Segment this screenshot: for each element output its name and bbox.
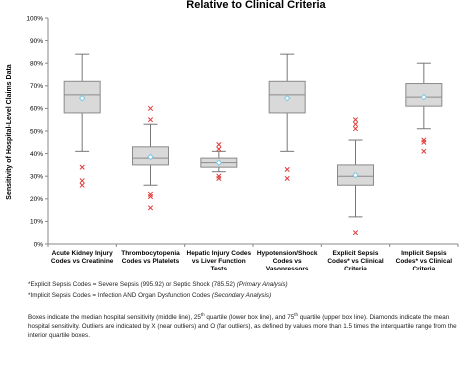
x-category-label: Explicit Sepsis Codes* vs Clinical Criteri… (327, 250, 384, 270)
box-description-note: Boxes indicate the median hospital sensi… (28, 310, 468, 340)
outlier-stroke (284, 166, 290, 172)
outlier-stroke (79, 164, 85, 170)
outlier-stroke (421, 148, 427, 154)
y-tick-label: 20% (30, 196, 43, 203)
outlier-marker (352, 117, 359, 123)
x-category-label-line: Acute Kidney Injury (52, 250, 113, 257)
outlier-stroke (284, 175, 290, 182)
desc-part-1: Boxes indicate the median hospital sensi… (28, 314, 201, 322)
outlier-stroke (352, 230, 359, 236)
implicit-sepsis-note: *Implicit Sepsis Codes = Infection AND O… (28, 291, 468, 300)
mean-diamond (283, 94, 291, 102)
x-category-label-line: Criteria (412, 266, 435, 270)
x-category-label-line: Implicit Sepsis (401, 250, 447, 257)
outlier-stroke (79, 182, 85, 188)
x-category-label: Thrombocytopenia Codes vs Platelets (121, 250, 180, 265)
y-axis-label: Sensitivity of Hospital-Level Claims Dat… (6, 64, 13, 199)
x-category-label-line: Hepatic Injury Codes (187, 250, 252, 257)
y-tick-label: 0% (34, 241, 44, 248)
outlier-stroke (147, 205, 154, 211)
x-category-label-line: Criteria (344, 266, 367, 270)
implicit-note-text: *Implicit Sepsis Codes = Infection AND O… (28, 292, 211, 299)
box-group (268, 53, 306, 182)
x-category-label-line: Explicit Sepsis (333, 250, 379, 257)
outlier-marker (352, 126, 359, 132)
desc-part-2: quartile (lower box line), and 75 (204, 314, 295, 322)
outlier-marker (421, 139, 427, 145)
outlier-marker (216, 175, 222, 182)
outlier-marker (421, 137, 427, 143)
outlier-marker (216, 173, 222, 179)
outlier-marker (147, 191, 154, 197)
outlier-marker (79, 182, 85, 188)
explicit-sepsis-note: *Explicit Sepsis Codes = Severe Sepsis (… (28, 280, 468, 289)
outlier-marker (216, 142, 222, 148)
outlier-stroke (352, 121, 359, 127)
outlier-marker (147, 117, 154, 123)
y-tick-label: 10% (30, 219, 43, 226)
outlier-marker (421, 148, 427, 154)
box-plot-chart: Relative to Clinical Criteria Sensitivit… (6, 0, 459, 270)
x-category-label: Hypotension/Shock Codes vs Vasopressors (257, 250, 318, 270)
outlier-stroke (421, 139, 427, 145)
x-category-label-line: Codes* vs Clinical (327, 258, 384, 265)
x-category-label-line: Codes vs Platelets (122, 258, 180, 265)
y-tick-label: 30% (30, 174, 43, 181)
desc-sup-1: th (200, 312, 205, 317)
outlier-stroke (216, 146, 222, 152)
y-tick-label: 80% (30, 61, 43, 68)
outlier-marker (147, 105, 154, 111)
outlier-stroke (147, 117, 154, 123)
desc-sup-2: th (294, 312, 299, 317)
outlier-stroke (216, 175, 222, 182)
y-tick-label: 60% (30, 106, 43, 113)
box-group (337, 117, 374, 236)
desc-part-3: quartile (upper box line). Diamonds indi… (28, 314, 457, 340)
x-category-label: Acute Kidney Injury Codes vs Creatinine (51, 250, 114, 265)
mean-diamond (352, 171, 359, 179)
mean-diamond (215, 159, 223, 166)
explicit-note-italic: (Primary Analysis) (236, 281, 288, 288)
x-category-label: Hepatic Injury Codes vs Liver Function Tes… (187, 250, 252, 270)
outlier-stroke (352, 126, 359, 132)
mean-diamond (420, 93, 428, 101)
outlier-stroke (216, 142, 222, 148)
outlier-marker (352, 230, 359, 236)
outlier-marker (216, 146, 222, 152)
y-tick-label: 70% (30, 83, 43, 90)
outlier-stroke (79, 178, 85, 184)
outlier-marker (79, 164, 85, 170)
box-group (132, 105, 169, 211)
outlier-marker (79, 178, 85, 184)
mean-diamond (78, 94, 86, 102)
implicit-note-italic: (Secondary Analysis) (211, 292, 272, 299)
x-category-label-line: Vasopressors (266, 266, 309, 270)
x-category-label-line: Tests (211, 266, 228, 270)
chart-title: Relative to Clinical Criteria (186, 0, 326, 11)
x-category-label-line: Codes* vs Clinical (396, 258, 453, 265)
x-category-label-line: Codes vs (273, 258, 302, 265)
y-tick-label: 40% (30, 151, 43, 158)
outlier-marker (147, 205, 154, 211)
outlier-stroke (147, 105, 154, 111)
explicit-note-text: *Explicit Sepsis Codes = Severe Sepsis (… (28, 281, 236, 288)
outlier-stroke (352, 117, 359, 123)
outlier-marker (284, 166, 290, 172)
mean-diamond (147, 153, 154, 161)
x-category-label-line: Codes vs Creatinine (51, 258, 114, 265)
x-category-label: Implicit Sepsis Codes* vs Clinical Criteri… (396, 250, 453, 270)
y-tick-label: 50% (30, 128, 43, 135)
y-tick-label: 90% (30, 38, 43, 45)
x-category-label-line: vs Liver Function (192, 258, 246, 265)
x-category-label-line: Hypotension/Shock (257, 250, 318, 257)
outlier-marker (147, 193, 154, 200)
box-group (63, 53, 101, 188)
y-tick-label: 100% (26, 15, 43, 22)
outlier-stroke (147, 193, 154, 200)
box-group (405, 62, 443, 154)
outlier-marker (284, 175, 290, 182)
x-category-label-line: Thrombocytopenia (121, 250, 180, 257)
box-group (200, 142, 238, 182)
outlier-marker (352, 121, 359, 127)
